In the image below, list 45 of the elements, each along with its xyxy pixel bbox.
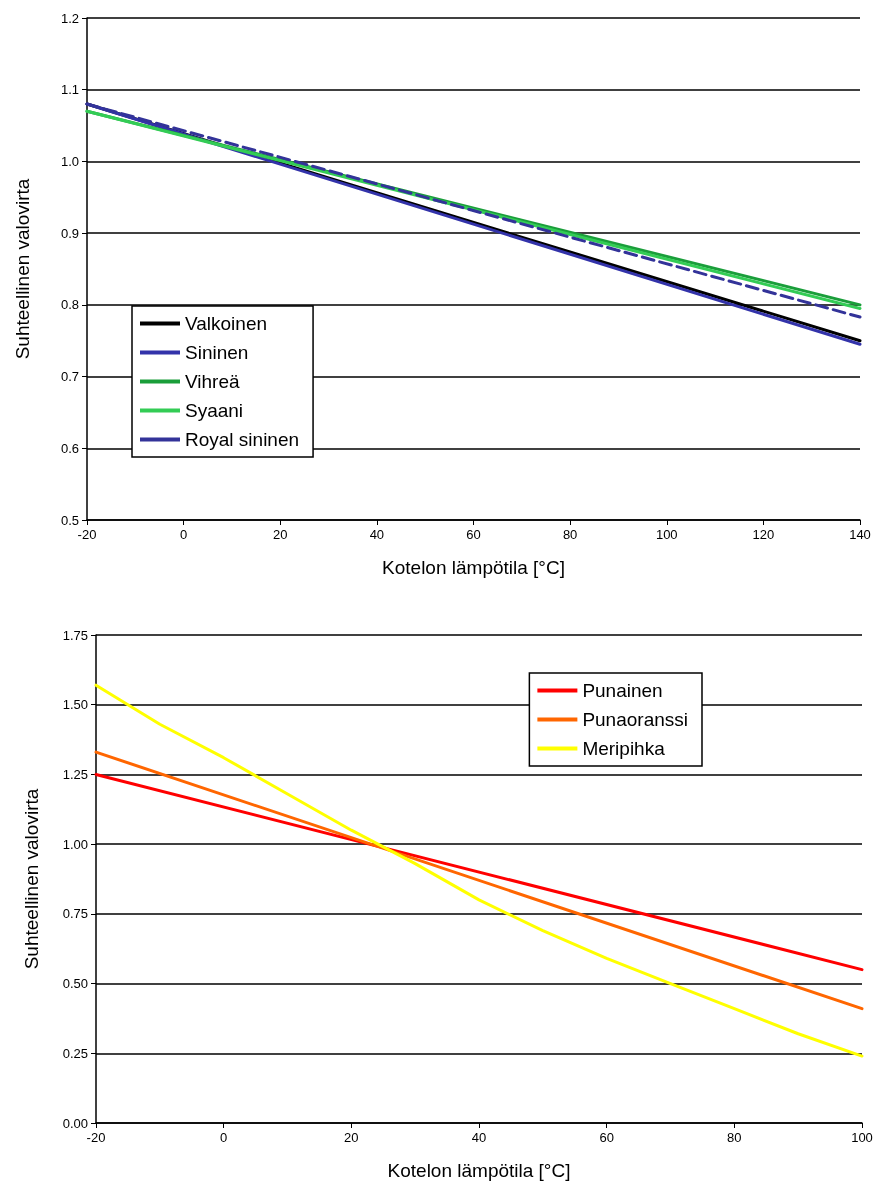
y-tick-label: 1.75: [62, 627, 88, 643]
x-tick-label: 20: [273, 527, 288, 542]
x-tick-label: 40: [471, 1130, 487, 1145]
y-tick-label: 0.50: [62, 976, 88, 992]
y-tick-label: 1.50: [62, 697, 88, 713]
y-tick-label: 0.5: [60, 512, 79, 528]
x-tick-label: 20: [344, 1130, 359, 1145]
y-tick-label: 0.75: [62, 906, 88, 922]
y-tick-label: 0.25: [62, 1045, 88, 1061]
x-tick-label: 100: [655, 527, 678, 542]
legend-label: Royal sininen: [185, 429, 300, 450]
y-tick-label: 1.1: [60, 82, 79, 98]
y-tick-label: 0.00: [62, 1115, 88, 1131]
y-tick-label: 1.0: [60, 153, 79, 169]
x-tick-label: 80: [562, 527, 578, 542]
legend-label: Valkoinen: [185, 313, 268, 334]
x-tick-label: 100: [851, 1130, 873, 1145]
y-tick-label: 0.9: [60, 225, 79, 241]
x-axis-title: Kotelon lämpötila [°C]: [387, 1160, 571, 1181]
x-tick-label: 0: [220, 1130, 228, 1145]
legend-label: Meripihka: [582, 738, 666, 759]
x-tick-label: 60: [599, 1130, 614, 1145]
x-tick-label: 80: [727, 1130, 742, 1145]
x-tick-label: 120: [752, 527, 775, 542]
y-tick-label: 1.00: [62, 836, 88, 852]
y-axis-title: Suhteellinen valovirta: [12, 178, 33, 360]
y-tick-label: 0.7: [60, 369, 79, 385]
x-tick-label: -20: [86, 1130, 106, 1145]
legend-label: Vihreä: [185, 371, 241, 392]
x-tick-label: 140: [849, 527, 871, 542]
legend-label: Punainen: [582, 680, 663, 701]
x-tick-label: 40: [369, 527, 385, 542]
y-tick-label: 0.8: [60, 297, 79, 313]
y-axis-title: Suhteellinen valovirta: [21, 788, 42, 970]
x-tick-label: 0: [180, 527, 188, 542]
y-tick-label: 0.6: [60, 440, 79, 456]
line-series: [94, 683, 864, 1058]
x-axis-title: Kotelon lämpötila [°C]: [382, 557, 565, 578]
x-tick-label: -20: [77, 527, 97, 542]
legend-label: Syaani: [185, 400, 244, 421]
x-tick-label: 60: [466, 527, 481, 542]
y-tick-label: 1.25: [62, 766, 88, 782]
y-tick-label: 1.2: [60, 10, 79, 26]
legend-label: Punaoranssi: [582, 709, 688, 730]
legend-label: Sininen: [185, 342, 249, 363]
